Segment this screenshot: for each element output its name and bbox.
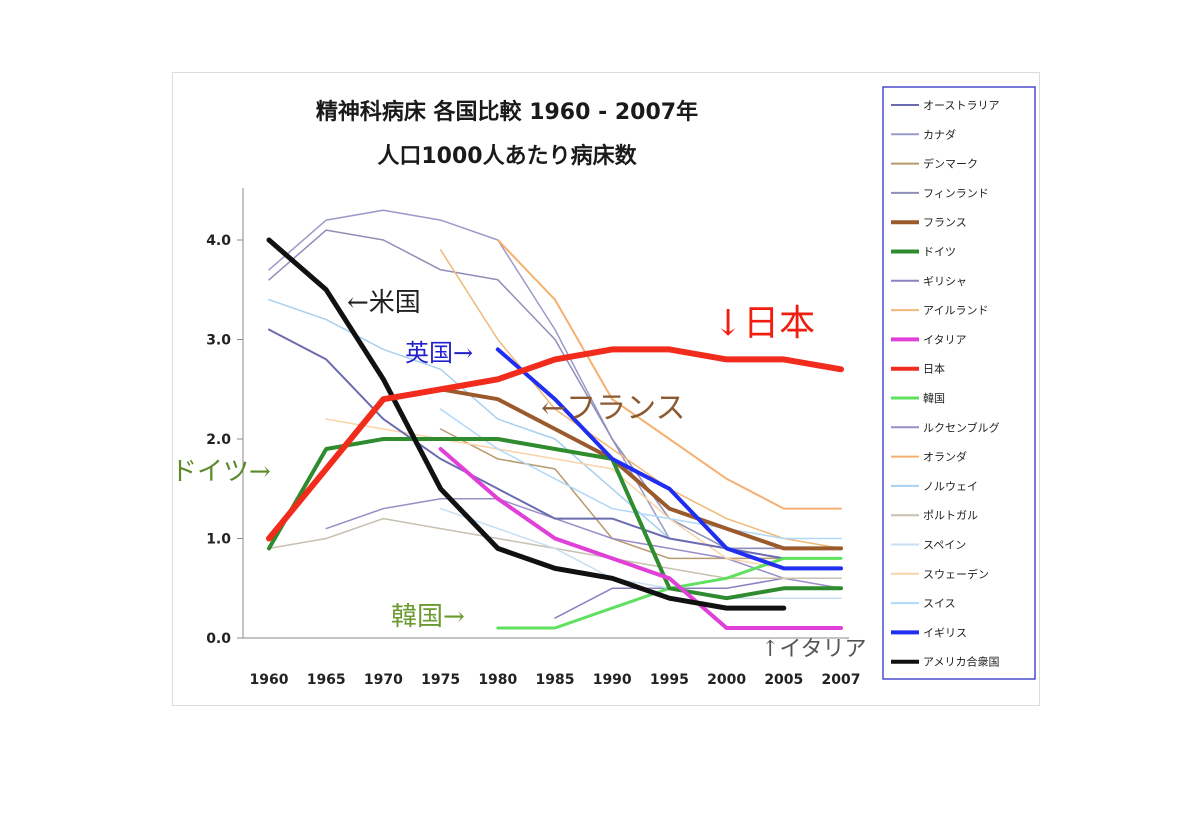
- x-tick-label: 1995: [650, 672, 689, 688]
- series-line-20: [266, 237, 787, 611]
- x-tick-label: 1965: [307, 672, 346, 688]
- annotation-label: ↓日本: [713, 303, 815, 344]
- annotation-label: ←フランス: [541, 391, 686, 426]
- x-tick-label: 1970: [364, 672, 403, 688]
- series-line-19: [495, 347, 843, 571]
- x-tick-label: 1980: [478, 672, 517, 688]
- legend-label: ドイツ: [923, 246, 956, 259]
- y-tick-label: 2.0: [206, 432, 231, 448]
- legend-label: アイルランド: [923, 304, 988, 317]
- series-line-2: [268, 209, 842, 550]
- legend-label: イギリス: [923, 626, 967, 639]
- legend-label: カナダ: [923, 127, 956, 141]
- x-tick-label: 1960: [250, 672, 289, 688]
- y-tick-label: 1.0: [206, 532, 231, 548]
- series-line-3: [439, 428, 842, 560]
- series-line-9: [438, 447, 843, 630]
- legend-label: 日本: [923, 362, 945, 376]
- legend-label: 韓国: [923, 392, 945, 405]
- series-line-6: [267, 437, 843, 601]
- legend-label: ポルトガル: [923, 509, 978, 522]
- y-tick-label: 3.0: [206, 333, 231, 349]
- legend: オーストラリアカナダデンマークフィンランドフランスドイツギリシャアイルランドイタ…: [891, 99, 1000, 669]
- legend-label: アメリカ合衆国: [923, 655, 999, 669]
- series-line-16: [439, 507, 842, 599]
- chart-subtitle: 人口1000人あたり病床数: [377, 143, 637, 169]
- legend-label: デンマーク: [923, 157, 978, 171]
- chart-card: 精神科病床 各国比較 1960 - 2007年 人口1000人あたり病床数 0.…: [172, 72, 1040, 706]
- legend-box: [882, 86, 1036, 680]
- chart-title: 精神科病床 各国比較 1960 - 2007年: [316, 99, 698, 125]
- x-tick-label: 2000: [707, 672, 746, 688]
- y-tick-label: 0.0: [206, 631, 231, 647]
- annotation-label: 韓国→: [391, 602, 465, 632]
- series-line-4: [268, 229, 842, 550]
- series-line-13: [496, 239, 842, 510]
- series-line-1: [268, 328, 842, 560]
- annotation-label: ドイツ→: [173, 457, 271, 487]
- legend-label: オランダ: [923, 450, 967, 464]
- annotation-label: 英国→: [405, 339, 473, 367]
- legend-label: ギリシャ: [923, 275, 967, 288]
- series-line-8: [439, 249, 842, 550]
- series-line-10: [266, 346, 844, 542]
- series-line-18: [439, 408, 842, 540]
- x-tick-label: 2005: [764, 672, 803, 688]
- legend-label: イタリア: [923, 333, 967, 346]
- y-tick-label: 4.0: [206, 233, 231, 249]
- annotation-label: ←米国: [347, 288, 421, 318]
- legend-label: スイス: [923, 597, 956, 610]
- chart: 精神科病床 各国比較 1960 - 2007年 人口1000人あたり病床数 0.…: [173, 86, 1036, 688]
- tick-labels: 0.0 1.0 2.0 3.0 4.0 1960 1965 1970 1975 1980 1985 1…: [206, 233, 860, 688]
- legend-label: スペイン: [923, 539, 966, 552]
- legend-label: ルクセンブルグ: [923, 420, 1000, 434]
- legend-label: フランス: [923, 216, 967, 229]
- series-lines: [266, 209, 844, 630]
- x-tick-label: 1975: [421, 672, 460, 688]
- legend-label: ノルウェイ: [923, 480, 978, 493]
- legend-label: オーストラリア: [923, 99, 999, 112]
- legend-label: スウェーデン: [923, 567, 989, 581]
- x-tick-label: 1990: [593, 672, 632, 688]
- annotation-label: ↑イタリア: [761, 637, 867, 662]
- axes: [242, 188, 849, 639]
- x-tick-label: 1985: [536, 672, 575, 688]
- x-tick-label: 2007: [822, 672, 861, 688]
- legend-label: フィンランド: [923, 187, 989, 200]
